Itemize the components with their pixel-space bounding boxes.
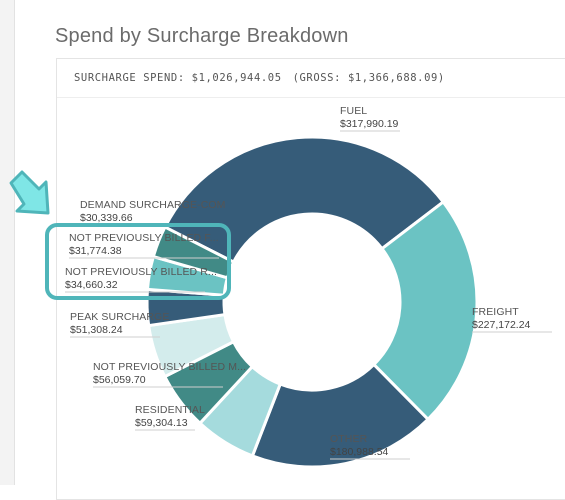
slice-label-name: FUEL: [340, 105, 367, 117]
slice-label-name: PEAK SURCHARGE: [70, 311, 169, 323]
slice-label-value: $34,660.32: [65, 279, 118, 291]
slice-label-name: NOT PREVIOUSLY BILLED R...: [65, 266, 217, 278]
donut-slice[interactable]: [371, 199, 479, 422]
page-title: Spend by Surcharge Breakdown: [55, 25, 349, 48]
donut-chart: FUEL$317,990.19 FREIGHT$227,172.24 OTHER$1…: [9, 105, 552, 469]
surcharge-summary: SURCHARGE SPEND: $1,026,944.05 (GROSS: $…: [74, 72, 445, 84]
slice-label-name: FREIGHT: [472, 306, 519, 318]
slice-labels: FUEL$317,990.19 FREIGHT$227,172.24 OTHER$1…: [65, 105, 531, 458]
slice-label-value: $180,988.54: [330, 446, 389, 458]
slice-label-value: $317,990.19: [340, 118, 399, 130]
card-header: SURCHARGE SPEND: $1,026,944.05 (GROSS: $…: [57, 59, 565, 98]
slice-label-value: $227,172.24: [472, 319, 531, 331]
slice-label-value: $31,774.38: [69, 245, 122, 257]
donut-slice[interactable]: [162, 135, 446, 265]
slice-label-value: $30,339.66: [80, 212, 133, 224]
slice-label-name: NOT PREVIOUSLY BILLED M...: [93, 361, 246, 373]
gross-total: (GROSS: $1,366,688.09): [292, 72, 445, 84]
slice-label-value: $56,059.70: [93, 374, 146, 386]
slice-label-name: NOT PREVIOUSLY BILLED F...: [69, 232, 219, 244]
highlight-box: [45, 223, 231, 300]
arrow-down-right-icon: [9, 170, 50, 215]
donut-slice[interactable]: [250, 362, 431, 469]
slice-label-name: DEMAND SURCHARGE-COM: [80, 199, 226, 211]
left-rail: [0, 0, 15, 485]
slice-label-name: OTHER: [330, 433, 368, 445]
donut-slices: [145, 135, 479, 469]
slice-label-name: RESIDENTIAL: [135, 404, 205, 416]
slice-label-value: $51,308.24: [70, 324, 123, 336]
slice-label-value: $59,304.13: [135, 417, 188, 429]
surcharge-spend-total: SURCHARGE SPEND: $1,026,944.05: [74, 72, 282, 84]
